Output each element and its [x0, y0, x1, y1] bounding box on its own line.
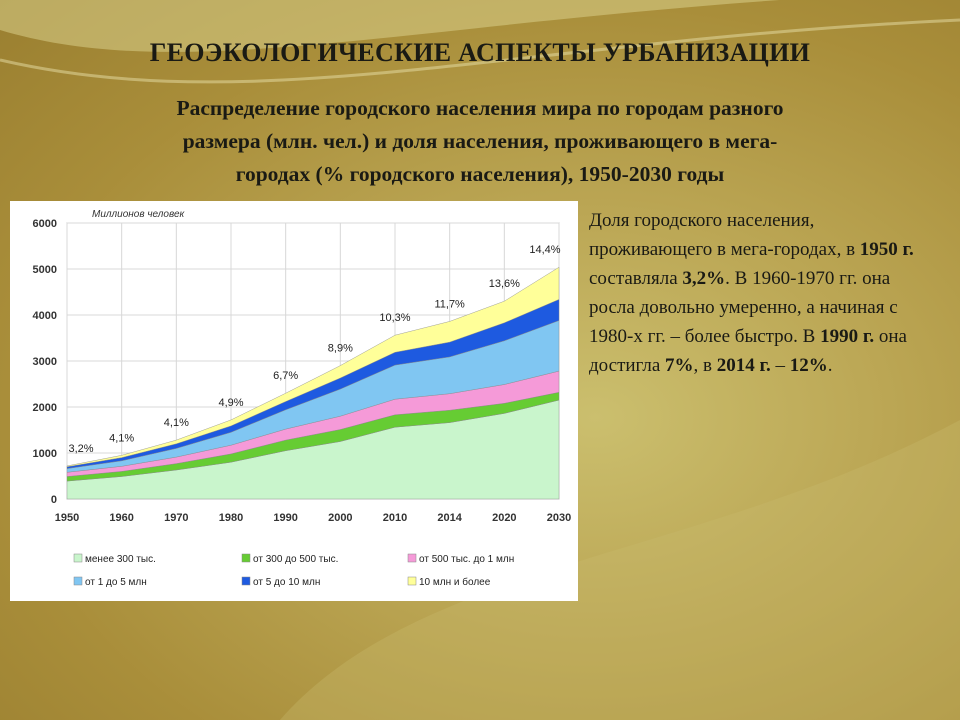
x-tick-label: 2020 [492, 512, 516, 524]
x-tick-label: 1980 [219, 512, 243, 524]
share-label: 10,3% [379, 312, 410, 324]
legend-label: от 500 тыс. до 1 млн [419, 554, 514, 565]
subtitle-line-3: городах (% городского населения), 1950-2… [235, 162, 725, 186]
legend-swatch [407, 576, 417, 586]
y-tick-label: 4000 [33, 310, 57, 322]
share-label: 6,7% [273, 370, 298, 382]
area-series-6 [66, 266, 560, 468]
slide-subtitle: Распределение городского населения мира … [40, 92, 920, 191]
y-tick-label: 0 [51, 494, 57, 506]
y-tick-label: 1000 [33, 448, 57, 460]
x-tick-label: 1960 [109, 512, 133, 524]
legend-swatch [241, 553, 251, 563]
side-text-run: Доля городского населения, проживающего … [589, 210, 860, 260]
side-text-run: . В 1960-1970 гг. она росла довольно уме… [589, 268, 898, 347]
legend-label: от 300 до 500 тыс. [253, 554, 338, 565]
share-label: 14,4% [529, 244, 560, 256]
x-tick-label: 1950 [55, 512, 79, 524]
chart-panel: 0 1000 2000 3000 4000 5000 6000 1950 1960 1970 198… [10, 201, 578, 601]
side-text-run: составляла [589, 268, 683, 289]
legend-swatch [73, 576, 83, 586]
side-text-bold: 1950 г. [859, 239, 914, 260]
side-text-bold: 12% [789, 355, 828, 376]
side-text-run: – [770, 355, 790, 376]
share-label: 11,7% [434, 298, 465, 310]
legend-swatch [241, 576, 251, 586]
side-text-bold: 7% [665, 355, 694, 376]
x-tick-label: 1990 [273, 512, 297, 524]
legend-label: от 1 до 5 млн [85, 577, 147, 588]
share-label: 3,2% [68, 443, 93, 455]
share-label: 4,9% [218, 397, 243, 409]
share-label: 4,1% [109, 432, 134, 444]
x-tick-label: 2014 [437, 512, 462, 524]
share-label: 13,6% [489, 278, 520, 290]
x-tick-label: 2000 [328, 512, 352, 524]
side-description: Доля городского населения, проживающего … [589, 206, 934, 380]
y-axis-title: Миллионов человек [92, 209, 186, 220]
legend-swatch [73, 553, 83, 563]
side-text-bold: 1990 г. [820, 326, 875, 347]
share-label: 8,9% [328, 343, 353, 355]
y-tick-label: 6000 [33, 218, 57, 230]
side-text-bold: 3,2% [682, 268, 726, 289]
y-tick-label: 5000 [33, 264, 57, 276]
subtitle-line-2: размера (млн. чел.) и доля населения, пр… [182, 129, 778, 153]
stacked-area-chart: 0 1000 2000 3000 4000 5000 6000 1950 1960 1970 198… [33, 209, 572, 588]
side-text-run: . [827, 355, 833, 376]
legend-swatch [407, 553, 417, 563]
subtitle-line-1: Распределение городского населения мира … [176, 96, 784, 120]
side-text-run: , в [693, 355, 717, 376]
side-text-bold: 2014 г. [716, 355, 771, 376]
share-label: 4,1% [164, 417, 189, 429]
side-text-run: она достигла [589, 326, 907, 376]
x-tick-label: 2010 [383, 512, 407, 524]
slide-title: ГЕОЭКОЛОГИЧЕСКИЕ АСПЕКТЫ УРБАНИЗАЦИИ [149, 38, 811, 67]
legend-label: 10 млн и более [419, 576, 491, 588]
legend-label: менее 300 тыс. [85, 554, 156, 565]
legend-label: от 5 до 10 млн [253, 577, 320, 588]
y-tick-label: 2000 [33, 402, 57, 414]
y-tick-label: 3000 [33, 356, 57, 368]
x-tick-label: 1970 [164, 512, 188, 524]
x-tick-label: 2030 [547, 512, 571, 524]
